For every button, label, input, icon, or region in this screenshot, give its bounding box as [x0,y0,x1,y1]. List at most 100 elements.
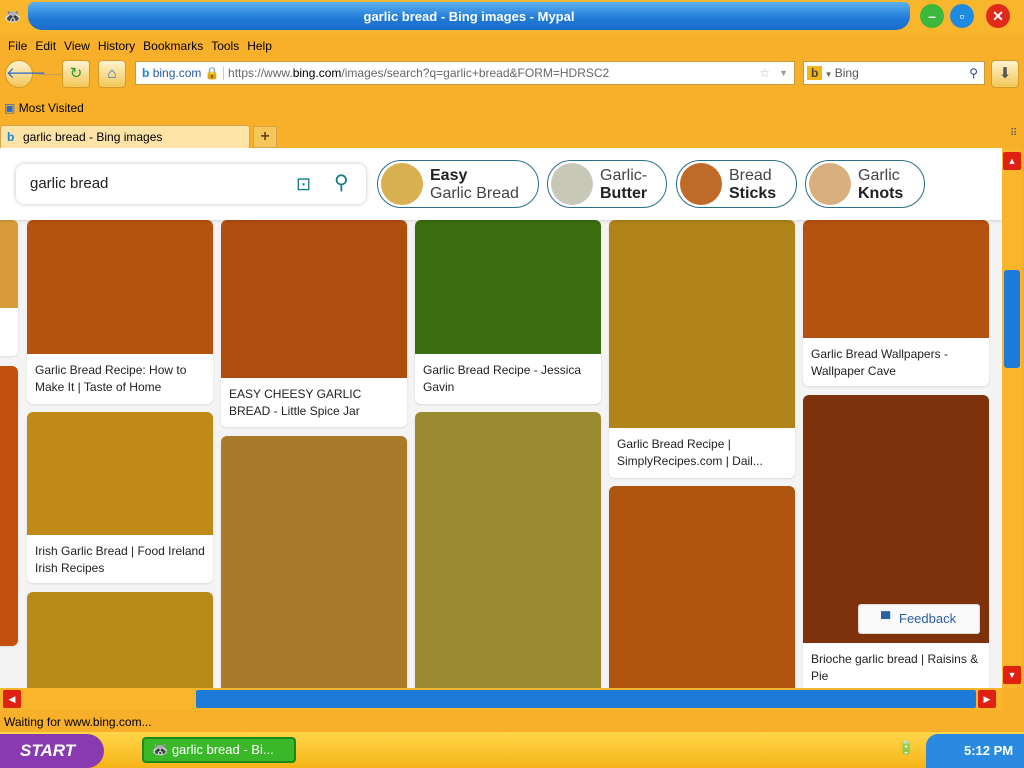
menu-help[interactable]: Help [247,39,272,53]
result-card[interactable] [27,592,213,688]
result-card-partial[interactable] [0,366,18,646]
most-visited-bookmark[interactable]: Most Visited [18,101,84,115]
result-card[interactable] [609,486,795,688]
result-caption[interactable]: EASY CHEESY GARLIC BREAD - Little Spice … [229,387,362,418]
result-card[interactable]: Garlic Bread Recipe: How to Make It | Ta… [27,220,213,404]
menu-view[interactable]: View [64,39,90,53]
horizontal-scroll-thumb[interactable] [196,690,976,708]
reload-button[interactable]: ↻ [62,60,90,88]
scroll-up-button[interactable]: ▲ [1003,152,1021,170]
related-search-pill[interactable]: Bread Sticks [676,160,797,208]
taskbar-task-browser[interactable]: 🦝 garlic bread - Bi... [142,737,296,763]
menu-file[interactable]: File [8,39,28,53]
result-caption[interactable]: Garlic Bread Recipe: How to Make It | Ta… [35,363,187,394]
result-caption[interactable]: Garlic Bread Recipe - Jessica Gavin [423,363,582,394]
result-image[interactable] [27,220,213,354]
result-image[interactable] [803,220,989,338]
result-image[interactable] [221,436,407,688]
pill-thumbnail [551,163,593,205]
feedback-button[interactable]: ▀ Feedback [858,604,980,634]
related-search-pill[interactable]: Garlic- Butter [547,160,667,208]
navigation-toolbar: 🡐 🡒 ↻ ⌂ b bing.com 🔒 https://www.bing.co… [0,58,1024,90]
app-icon: 🦝 [4,8,22,24]
menu-history[interactable]: History [97,39,136,53]
minimize-button[interactable]: – [920,4,944,28]
menu-bookmarks[interactable]: Bookmarks [143,39,204,53]
search-input[interactable]: garlic bread ⊡ ⚲ [16,164,366,204]
bing-engine-icon[interactable]: b [807,66,823,80]
start-button[interactable]: START [0,734,104,768]
site-identity[interactable]: bing.com [152,66,202,80]
result-card[interactable]: Brioche garlic bread | Raisins & Pie [803,395,989,688]
result-image[interactable] [415,412,601,688]
feedback-label: Feedback [899,611,957,626]
pill-line-2: Sticks [729,185,777,202]
result-card[interactable]: Garlic Bread Recipe - Jessica Gavin [415,220,601,404]
result-image[interactable] [609,486,795,688]
result-card[interactable] [221,436,407,688]
result-card[interactable]: EASY CHEESY GARLIC BREAD - Little Spice … [221,220,407,427]
downloads-button[interactable]: ⬇ [991,60,1019,88]
back-button[interactable]: 🡐 [5,60,46,88]
result-image[interactable] [221,220,407,378]
url-path: /images/search?q=garlic+bread&FORM=HDRSC… [341,66,610,80]
pill-line-2: Knots [858,185,904,202]
result-image[interactable] [609,220,795,428]
search-engine-placeholder: Bing [834,66,859,80]
status-bar: Waiting for www.bing.com... [4,715,152,729]
result-card-partial[interactable] [0,220,18,356]
pill-thumbnail [381,163,423,205]
app-icon: 🦝 [152,742,172,757]
page-content: garlic bread ⊡ ⚲ Easy Garlic Bread Garlic-… [0,148,1002,688]
result-caption[interactable]: Garlic Bread Wallpapers - Wallpaper Cave [811,347,948,378]
related-search-pill[interactable]: Easy Garlic Bread [377,160,539,208]
pill-line-2: Garlic Bread [430,185,519,202]
tab-label: garlic bread - Bing images [23,130,163,144]
result-image[interactable] [803,395,989,643]
dropdown-icon[interactable]: ▼ [779,68,788,78]
result-image[interactable] [27,412,213,535]
search-query: garlic bread [30,175,109,192]
url-prefix: https://www. [223,66,293,80]
url-bar[interactable]: b bing.com 🔒 https://www.bing.com/images… [135,61,795,85]
system-clock: 5:12 PM [926,734,1024,768]
result-caption[interactable]: Irish Garlic Bread | Food Ireland Irish … [35,544,205,575]
home-button[interactable]: ⌂ [98,60,126,88]
scroll-right-button[interactable]: ▶ [978,690,996,708]
maximize-button[interactable]: ▫ [950,4,974,28]
menu-edit[interactable]: Edit [35,39,57,53]
search-icon[interactable]: ⚲ [334,172,349,194]
result-image[interactable] [27,592,213,688]
result-caption[interactable]: Garlic Bread Recipe | SimplyRecipes.com … [617,437,763,468]
close-button[interactable]: ✕ [986,4,1010,28]
result-image[interactable] [415,220,601,354]
search-engine-box[interactable]: b ▼ Bing ⚲ [803,61,985,85]
new-tab-button[interactable]: + [253,126,277,148]
result-card[interactable] [415,412,601,688]
vertical-scroll-thumb[interactable] [1004,270,1020,368]
pill-line-1: Garlic [858,167,900,184]
bookmarks-toolbar: ▣ Most Visited [0,98,84,118]
scroll-down-button[interactable]: ▼ [1003,666,1021,684]
taskbar: START 🦝 garlic bread - Bi... 🔋 5:12 PM [0,732,1024,768]
result-card[interactable]: Garlic Bread Recipe | SimplyRecipes.com … [609,220,795,478]
tab-list-icon[interactable]: ⠿ [1010,128,1018,139]
scroll-left-button[interactable]: ◀ [3,690,21,708]
related-search-pill[interactable]: Garlic Knots [805,160,925,208]
tab-garlic-bread[interactable]: b garlic bread - Bing images [0,125,250,149]
menu-tools[interactable]: Tools [211,39,240,53]
visual-search-icon[interactable]: ⊡ [296,174,312,194]
tray-icon[interactable]: 🔋 [898,740,915,755]
pill-line-2: Butter [600,185,648,202]
title-bar: 🦝 garlic bread - Bing images - Mypal – ▫… [0,0,1024,36]
bing-header: garlic bread ⊡ ⚲ Easy Garlic Bread Garlic-… [0,148,1002,220]
vertical-scrollbar[interactable]: ▲ ▼ [1002,148,1022,688]
bookmark-star-icon[interactable]: ☆ [759,66,770,80]
task-label: garlic bread - Bi... [171,742,274,757]
search-icon[interactable]: ⚲ [969,66,978,80]
result-card[interactable]: Irish Garlic Bread | Food Ireland Irish … [27,412,213,583]
result-card[interactable]: Garlic Bread Wallpapers - Wallpaper Cave [803,220,989,386]
url-domain: bing.com [292,66,342,80]
result-caption[interactable]: Brioche garlic bread | Raisins & Pie [811,652,979,683]
horizontal-scrollbar[interactable]: ◀ ▶ [0,688,1002,710]
